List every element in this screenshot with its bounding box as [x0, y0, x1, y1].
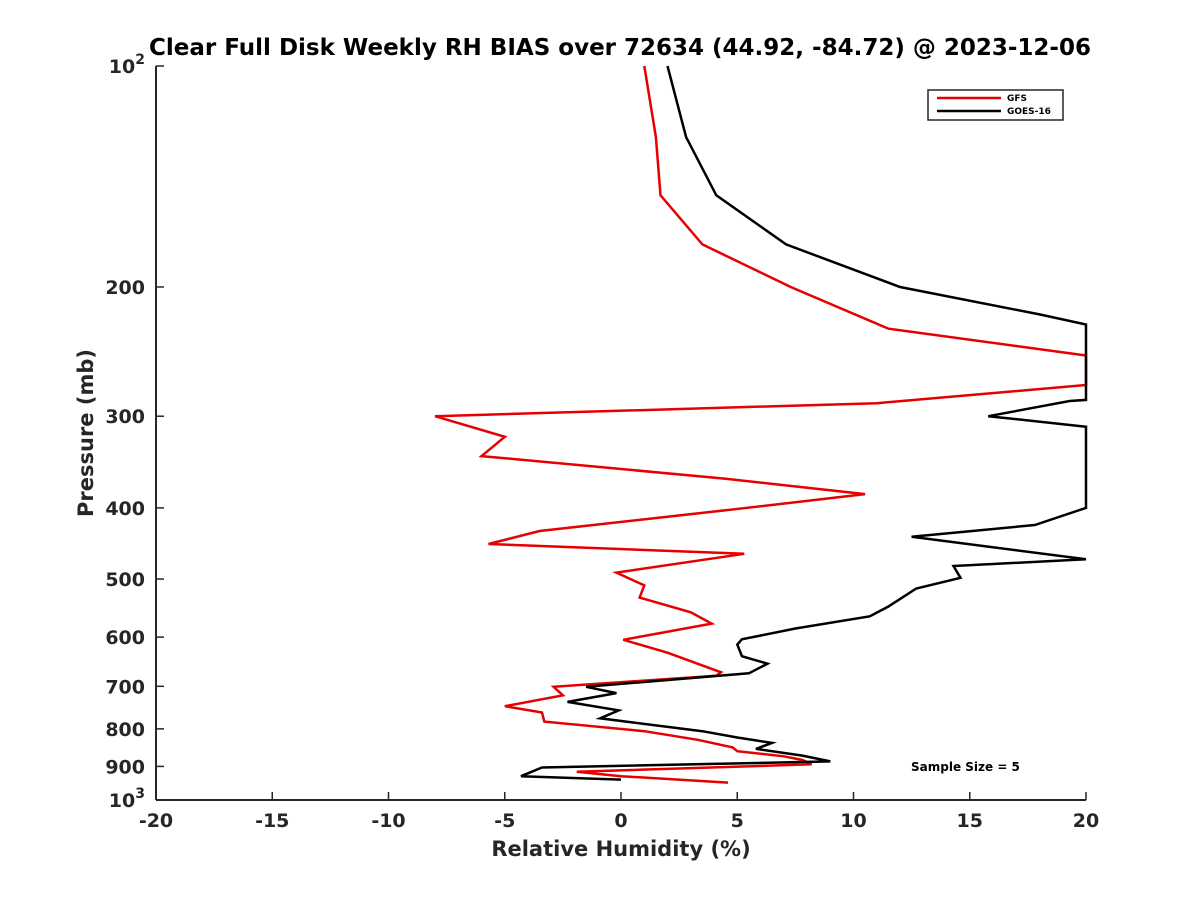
- y-tick-label: 103: [109, 786, 145, 812]
- x-tick-label: 15: [957, 810, 983, 832]
- sample-size-annotation: Sample Size = 5: [911, 760, 1020, 774]
- x-tick-label: 10: [840, 810, 866, 832]
- x-tick-label: 0: [614, 810, 627, 832]
- series-layer: [434, 65, 1088, 784]
- y-tick-label: 300: [105, 406, 145, 428]
- x-tick-label: 5: [731, 810, 744, 832]
- y-axis-ticks: 102 200 300 400 500 600 700 800 900 103: [105, 52, 164, 812]
- x-tick-label: -5: [494, 810, 515, 832]
- y-axis-label: Pressure (mb): [74, 349, 98, 517]
- series-line-goes16: [520, 65, 1088, 781]
- y-tick-label: 800: [105, 719, 145, 741]
- legend-label-gfs: GFS: [1007, 94, 1027, 104]
- y-tick-label: 900: [105, 756, 145, 778]
- legend-label-goes16: GOES-16: [1007, 107, 1051, 117]
- legend: GFS GOES-16: [927, 89, 1064, 121]
- x-tick-label: -15: [255, 810, 289, 832]
- x-tick-label: -10: [371, 810, 405, 832]
- y-tick-label: 600: [105, 627, 145, 649]
- chart-title: Clear Full Disk Weekly RH BIAS over 7263…: [149, 35, 1091, 61]
- y-tick-label: 500: [105, 569, 145, 591]
- y-tick-label: 400: [105, 498, 145, 520]
- y-tick-label: 102: [109, 52, 145, 78]
- y-tick-label: 700: [105, 676, 145, 698]
- x-axis-label: Relative Humidity (%): [491, 837, 750, 861]
- x-axis-ticks: -20 -15 -10 -5 0 5 10 15 20: [139, 792, 1099, 832]
- y-tick-label: 200: [105, 277, 145, 299]
- x-tick-label: 20: [1073, 810, 1099, 832]
- plot-area: [156, 66, 1086, 800]
- legend-box: [927, 89, 1064, 121]
- x-tick-label: -20: [139, 810, 173, 832]
